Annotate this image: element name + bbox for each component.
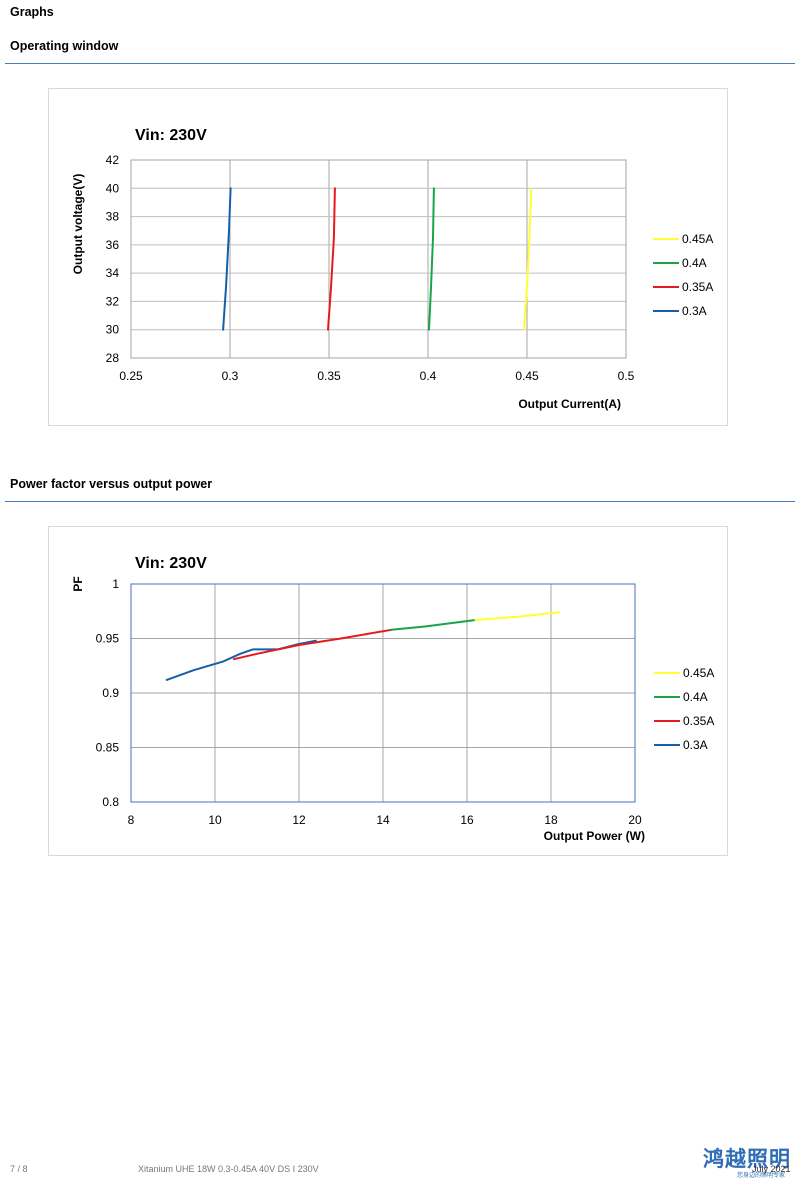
x-tick-label: 0.35 bbox=[317, 369, 341, 383]
x-tick-label: 20 bbox=[628, 813, 642, 827]
x-tick-label: 0.4 bbox=[420, 369, 437, 383]
series-line-0_4A bbox=[428, 187, 435, 331]
y-tick-label: 0.95 bbox=[96, 632, 120, 646]
x-tick-label: 10 bbox=[208, 813, 222, 827]
divider bbox=[5, 501, 795, 502]
x-tick-label: 18 bbox=[544, 813, 558, 827]
x-tick-label: 0.5 bbox=[618, 369, 635, 383]
chart-title: Vin: 230V bbox=[135, 127, 207, 144]
series-line-0_4A bbox=[390, 619, 477, 631]
x-tick-label: 0.25 bbox=[119, 369, 143, 383]
y-tick-label: 0.85 bbox=[96, 741, 120, 755]
chart-title: Vin: 230V bbox=[135, 555, 207, 572]
legend-label: 0.4A bbox=[682, 256, 707, 270]
y-tick-label: 34 bbox=[106, 266, 120, 280]
y-axis-label: Output voltage(V) bbox=[71, 174, 85, 275]
x-tick-label: 14 bbox=[376, 813, 390, 827]
footer-page-number: 7 / 8 bbox=[10, 1164, 28, 1174]
series-line-0_45A bbox=[523, 187, 533, 331]
plot-area bbox=[130, 583, 636, 803]
x-tick-label: 0.45 bbox=[515, 369, 539, 383]
series-line-0_35A bbox=[327, 187, 336, 331]
y-tick-label: 0.9 bbox=[102, 686, 119, 700]
legend-label: 0.35A bbox=[682, 280, 713, 294]
y-tick-label: 38 bbox=[106, 210, 120, 224]
divider bbox=[5, 63, 795, 64]
section-heading-operating-window: Operating window bbox=[10, 39, 119, 53]
series-line-0_45A bbox=[474, 611, 561, 621]
x-tick-label: 12 bbox=[292, 813, 306, 827]
x-tick-label: 8 bbox=[128, 813, 135, 827]
y-tick-label: 28 bbox=[106, 351, 120, 365]
footer-doc-title: Xitanium UHE 18W 0.3-0.45A 40V DS I 230V bbox=[138, 1164, 319, 1174]
x-tick-label: 16 bbox=[460, 813, 474, 827]
chart-power-factor-svg: 8 10 12 14 16 18 20 0.8 0.85 0.9 0.95 1 Vin: 230V Out… bbox=[71, 555, 714, 843]
logo: 鸿越照明 bbox=[703, 1147, 791, 1171]
chart-operating-window-svg: 0.25 0.3 0.35 0.4 0.45 0.5 28 30 32 34 36 38 40 42 Vin… bbox=[71, 127, 713, 411]
x-tick-label: 0.3 bbox=[222, 369, 239, 383]
legend-label: 0.45A bbox=[683, 666, 714, 680]
footer-date: July 2021 bbox=[752, 1164, 791, 1174]
y-tick-label: 0.8 bbox=[102, 795, 119, 809]
y-tick-label: 42 bbox=[106, 153, 120, 167]
legend-label: 0.35A bbox=[683, 714, 714, 728]
section-heading-graphs: Graphs bbox=[10, 5, 54, 19]
x-axis-label: Output Current(A) bbox=[518, 397, 621, 411]
y-tick-label: 36 bbox=[106, 238, 120, 252]
chart-operating-window: 0.25 0.3 0.35 0.4 0.45 0.5 28 30 32 34 36 38 40 42 Vin… bbox=[48, 88, 728, 426]
series-line-0_3A bbox=[222, 187, 232, 331]
legend-label: 0.3A bbox=[682, 304, 707, 318]
legend-label: 0.45A bbox=[682, 232, 713, 246]
section-heading-power-factor: Power factor versus output power bbox=[10, 477, 213, 491]
legend-label: 0.4A bbox=[683, 690, 708, 704]
y-tick-label: 40 bbox=[106, 181, 120, 195]
legend-label: 0.3A bbox=[683, 738, 708, 752]
logo-subtitle: 您身边的照明专家 bbox=[737, 1172, 786, 1179]
chart-power-factor: 8 10 12 14 16 18 20 0.8 0.85 0.9 0.95 1 Vin: 230V Out… bbox=[48, 526, 728, 856]
x-axis-label: Output Power (W) bbox=[544, 829, 645, 843]
y-tick-label: 32 bbox=[106, 294, 120, 308]
y-axis-label: PF bbox=[71, 576, 85, 591]
plot-area bbox=[130, 159, 627, 359]
y-tick-label: 30 bbox=[106, 323, 120, 337]
y-tick-label: 1 bbox=[112, 577, 119, 591]
series-line-0_35A bbox=[232, 628, 393, 661]
